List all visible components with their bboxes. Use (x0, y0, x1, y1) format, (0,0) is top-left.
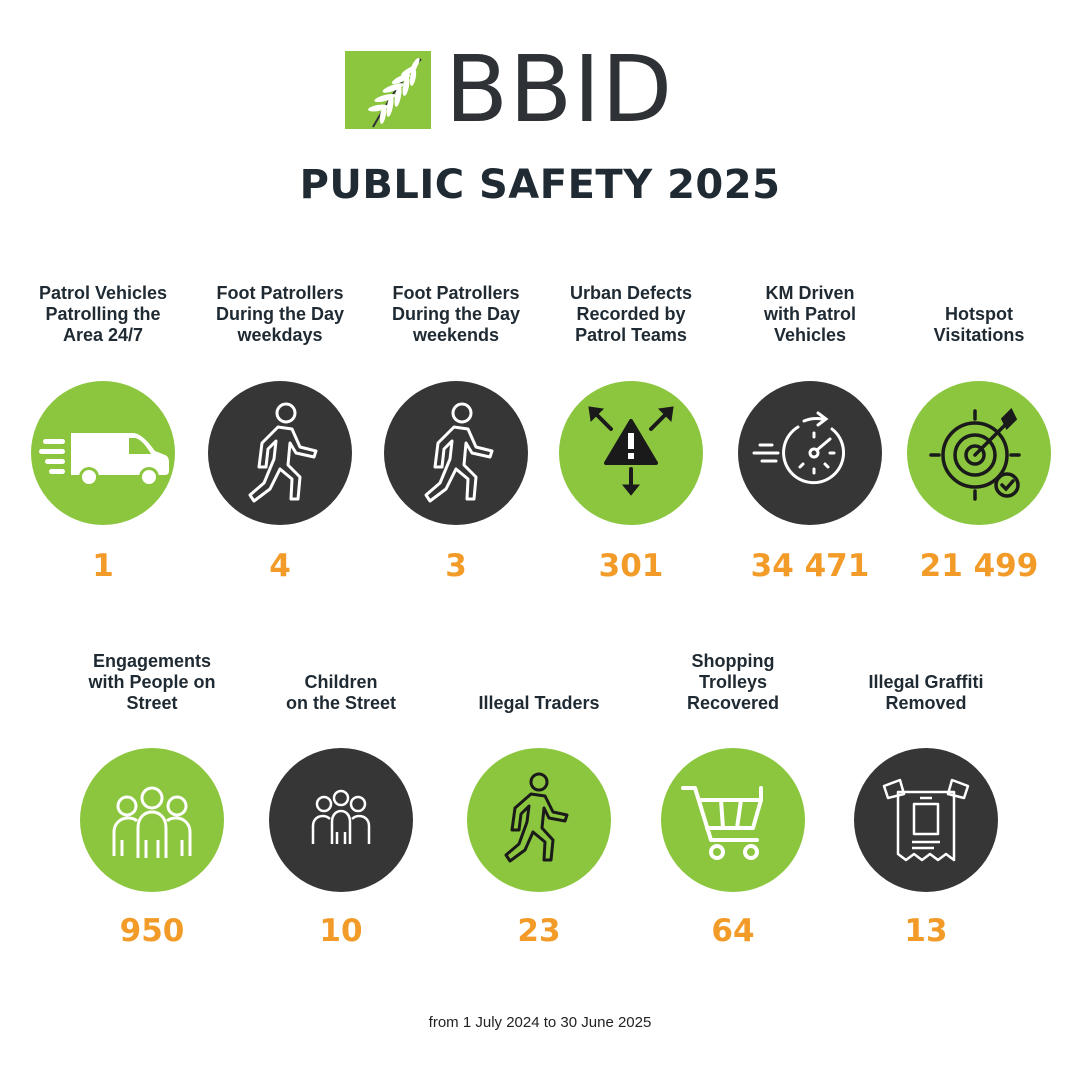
group-people-icon (80, 748, 224, 892)
brand-name: BBID (445, 36, 674, 143)
stat-value: 13 (904, 913, 948, 949)
warning-arrows-icon (559, 381, 703, 525)
poster-icon (854, 748, 998, 892)
stat-label: Children on the Street (285, 672, 396, 713)
shopping-cart-icon (661, 748, 805, 892)
page-title: PUBLIC SAFETY 2025 (299, 162, 781, 208)
stat-value: 34 471 (750, 548, 870, 584)
stat-label: Illegal Traders (478, 693, 600, 713)
stat-label: Engagements with People on Street (88, 651, 216, 713)
stat-label: Foot Patrollers During the Day weekends (391, 283, 520, 345)
stat-label: KM Driven with Patrol Vehicles (763, 283, 856, 345)
van-icon (31, 381, 175, 525)
walking-person-icon (384, 381, 528, 525)
fern-leaf-icon (345, 51, 431, 129)
stat-label: Hotspot Visitations (933, 304, 1025, 345)
stat-label: Patrol Vehicles Patrolling the Area 24/7 (38, 283, 168, 345)
target-icon (907, 381, 1051, 525)
stat-value: 1 (92, 548, 114, 584)
stat-label: Shopping Trolleys Recovered (686, 651, 780, 713)
stat-value: 950 (119, 913, 185, 949)
speedometer-icon (738, 381, 882, 525)
walking-person-icon (467, 748, 611, 892)
stat-label: Illegal Graffiti Removed (868, 672, 984, 713)
stat-value: 21 499 (919, 548, 1039, 584)
stat-value: 301 (598, 548, 664, 584)
stat-value: 3 (445, 548, 467, 584)
stat-label: Foot Patrollers During the Day weekdays (215, 283, 344, 345)
date-range-footer: from 1 July 2024 to 30 June 2025 (428, 1014, 652, 1031)
stat-value: 23 (517, 913, 561, 949)
stat-value: 10 (319, 913, 363, 949)
stat-value: 4 (269, 548, 291, 584)
children-group-icon (269, 748, 413, 892)
stat-label: Urban Defects Recorded by Patrol Teams (569, 283, 693, 345)
walking-person-icon (208, 381, 352, 525)
bbid-logo: BBID (345, 36, 674, 143)
stat-value: 64 (711, 913, 755, 949)
